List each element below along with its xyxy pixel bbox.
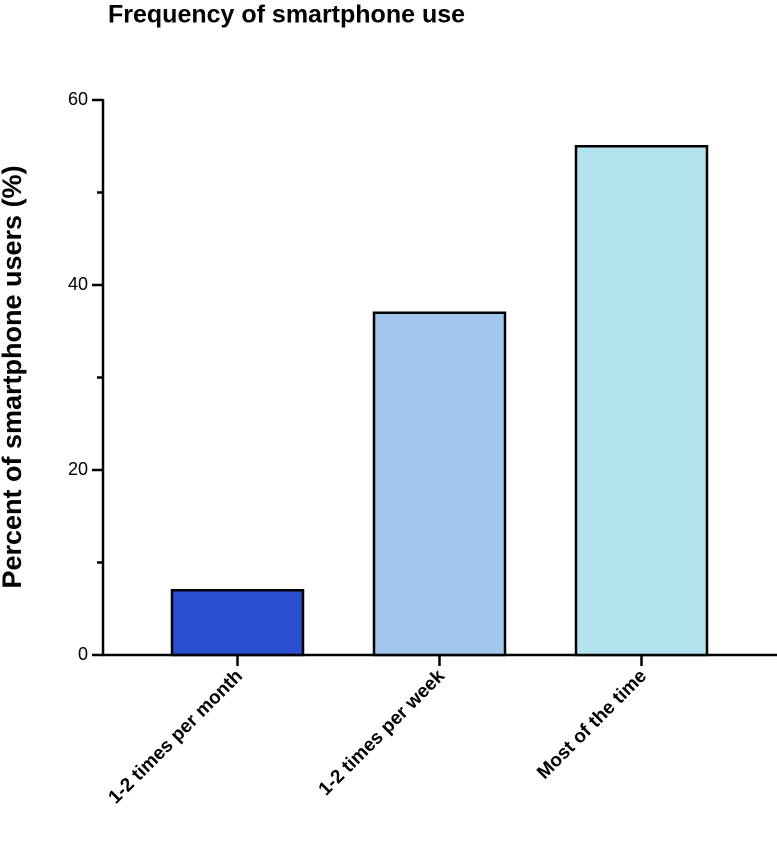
x-tick-label: 1-2 times per month [105, 666, 248, 809]
bar [574, 145, 709, 657]
bar [372, 311, 507, 657]
y-tick-label: 60 [68, 89, 88, 109]
chart-title: Frequency of smartphone use [108, 1, 465, 29]
x-tick-label: Most of the time [533, 666, 651, 784]
y-tick-label: 40 [68, 274, 88, 294]
y-tick-label: 0 [78, 644, 88, 664]
y-tick-label: 20 [68, 459, 88, 479]
y-axis-label: Percent of smartphone users (%) [0, 165, 27, 588]
x-tick-label: 1-2 times per week [315, 665, 450, 800]
bar [170, 589, 305, 657]
